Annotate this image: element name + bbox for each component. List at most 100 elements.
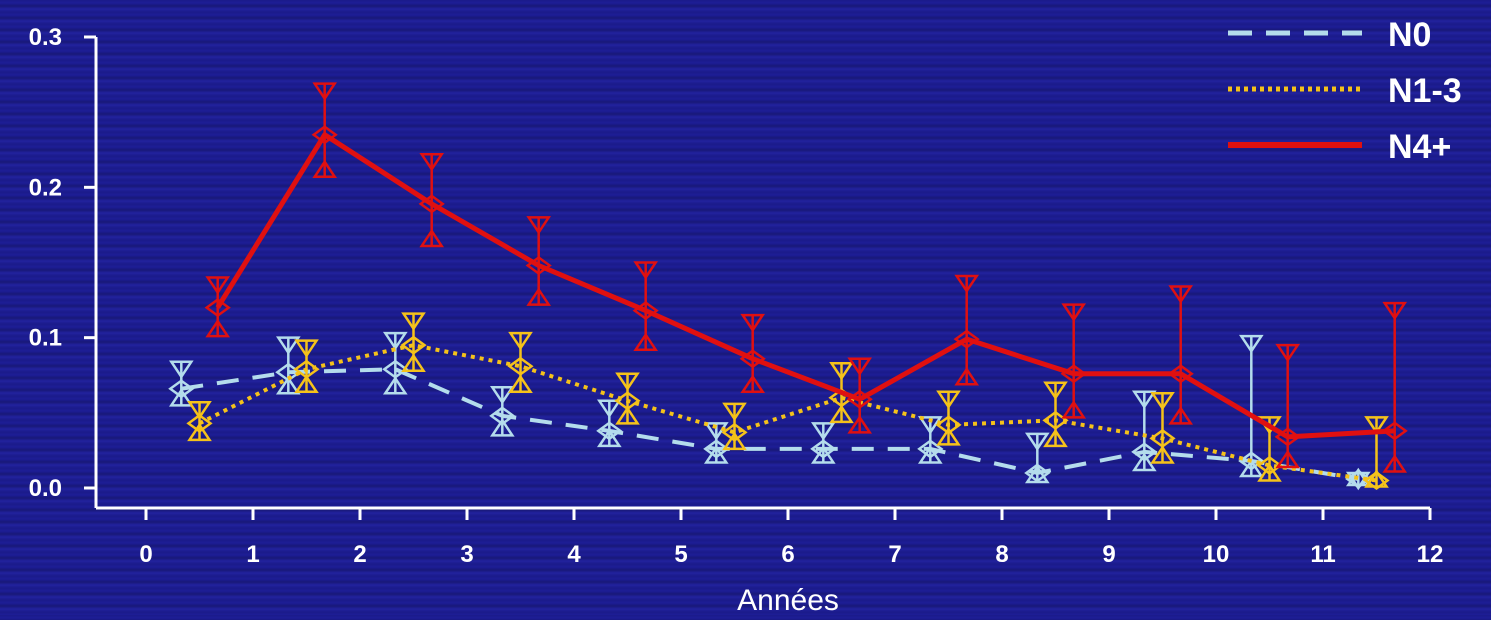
series-layer xyxy=(168,82,1408,491)
y-ticks: 0.0 0.1 0.2 0.3 xyxy=(29,24,96,502)
error-cap-upper xyxy=(954,274,980,294)
axes xyxy=(94,37,1430,510)
data-point xyxy=(1238,451,1265,471)
error-cap-upper xyxy=(722,402,747,422)
error-cap-upper xyxy=(382,331,408,351)
data-point xyxy=(204,298,231,318)
y-tick-label: 0.1 xyxy=(29,325,62,352)
x-tick-label: 4 xyxy=(567,541,581,568)
series-n0 xyxy=(168,331,1372,491)
x-ticks: 0 1 2 3 4 5 6 7 8 9 10 11 12 xyxy=(139,508,1443,568)
x-tick-label: 5 xyxy=(674,541,687,568)
legend-label-n1-3: N1-3 xyxy=(1388,72,1462,110)
error-cap-lower xyxy=(954,367,980,386)
error-cap-upper xyxy=(1150,392,1175,411)
error-cap-upper xyxy=(1061,303,1087,322)
error-cap-upper xyxy=(275,336,301,355)
error-cap-lower xyxy=(615,406,640,425)
error-cap-upper xyxy=(936,390,961,410)
y-tick-label: 0.2 xyxy=(29,174,62,201)
data-point xyxy=(1256,455,1283,475)
error-cap-lower xyxy=(508,374,533,394)
x-tick-label: 3 xyxy=(460,541,473,568)
x-tick-label: 6 xyxy=(781,541,794,568)
y-tick-label: 0.3 xyxy=(29,24,62,51)
y-tick-label: 0.0 xyxy=(29,475,62,502)
error-cap-upper xyxy=(703,422,729,441)
error-cap-upper xyxy=(740,313,766,333)
data-point xyxy=(400,335,427,355)
data-point xyxy=(1381,421,1408,441)
error-cap-upper xyxy=(829,361,854,381)
error-cap-upper xyxy=(917,416,943,435)
data-point xyxy=(953,329,980,349)
series-n4plus xyxy=(204,82,1408,473)
error-cap-upper xyxy=(312,82,338,101)
series-line xyxy=(181,367,1359,481)
error-cap-lower xyxy=(1131,452,1157,472)
error-cap-upper xyxy=(294,339,319,358)
x-axis-label: Années xyxy=(737,584,839,615)
x-tick-label: 9 xyxy=(1102,541,1115,568)
x-tick-label: 1 xyxy=(246,541,259,568)
error-cap-lower xyxy=(401,353,426,372)
error-cap-upper xyxy=(1131,390,1157,410)
error-cap-lower xyxy=(1238,458,1264,478)
error-cap-lower xyxy=(382,376,408,395)
error-cap-lower xyxy=(1061,400,1087,419)
error-cap-upper xyxy=(633,261,659,280)
x-tick-label: 8 xyxy=(995,541,1008,568)
x-tick-label: 10 xyxy=(1203,541,1230,568)
error-cap-lower xyxy=(168,388,194,407)
error-cap-upper xyxy=(810,422,836,441)
error-cap-upper xyxy=(205,276,231,295)
error-cap-lower xyxy=(722,431,747,451)
error-cap-upper xyxy=(1382,301,1408,321)
error-cap-upper xyxy=(401,312,426,331)
error-cap-lower xyxy=(526,287,552,306)
error-cap-lower xyxy=(829,404,854,424)
data-point xyxy=(507,356,534,376)
error-cap-lower xyxy=(419,228,445,248)
legend: N0 N1-3 N4+ xyxy=(1228,16,1462,166)
error-cap-lower xyxy=(740,374,766,394)
error-cap-lower xyxy=(847,415,873,434)
x-tick-label: 12 xyxy=(1417,541,1444,568)
error-cap-lower xyxy=(1275,449,1301,469)
error-cap-upper xyxy=(526,216,552,235)
error-cap-lower xyxy=(1168,406,1194,425)
data-point xyxy=(186,413,213,433)
error-cap-upper xyxy=(596,399,622,419)
error-cap-upper xyxy=(1238,334,1264,354)
data-point xyxy=(311,125,338,145)
error-cap-lower xyxy=(596,428,622,448)
data-point xyxy=(382,359,409,379)
x-tick-label: 7 xyxy=(888,541,901,568)
error-cap-upper xyxy=(1364,416,1389,435)
error-cap-upper xyxy=(1024,432,1050,452)
x-tick-label: 11 xyxy=(1310,541,1335,568)
error-cap-upper xyxy=(1275,343,1301,363)
data-point xyxy=(917,439,944,459)
legend-label-n0: N0 xyxy=(1388,16,1431,54)
error-cap-upper xyxy=(615,372,640,392)
error-cap-lower xyxy=(936,427,961,446)
error-cap-lower xyxy=(312,159,338,179)
error-cap-lower xyxy=(1150,445,1175,464)
error-cap-upper xyxy=(187,401,212,420)
error-cap-upper xyxy=(1043,381,1068,401)
error-cap-lower xyxy=(1382,454,1408,473)
error-cap-lower xyxy=(1364,469,1389,488)
error-cap-lower xyxy=(703,445,729,464)
error-cap-upper xyxy=(419,153,445,172)
error-cap-lower xyxy=(205,318,231,338)
data-point xyxy=(1131,442,1158,462)
legend-label-n4plus: N4+ xyxy=(1388,128,1451,166)
data-point xyxy=(1363,470,1390,491)
error-cap-lower xyxy=(810,445,836,464)
error-cap-lower xyxy=(917,445,943,464)
error-cap-upper xyxy=(168,360,194,379)
error-cap-upper xyxy=(847,357,873,376)
